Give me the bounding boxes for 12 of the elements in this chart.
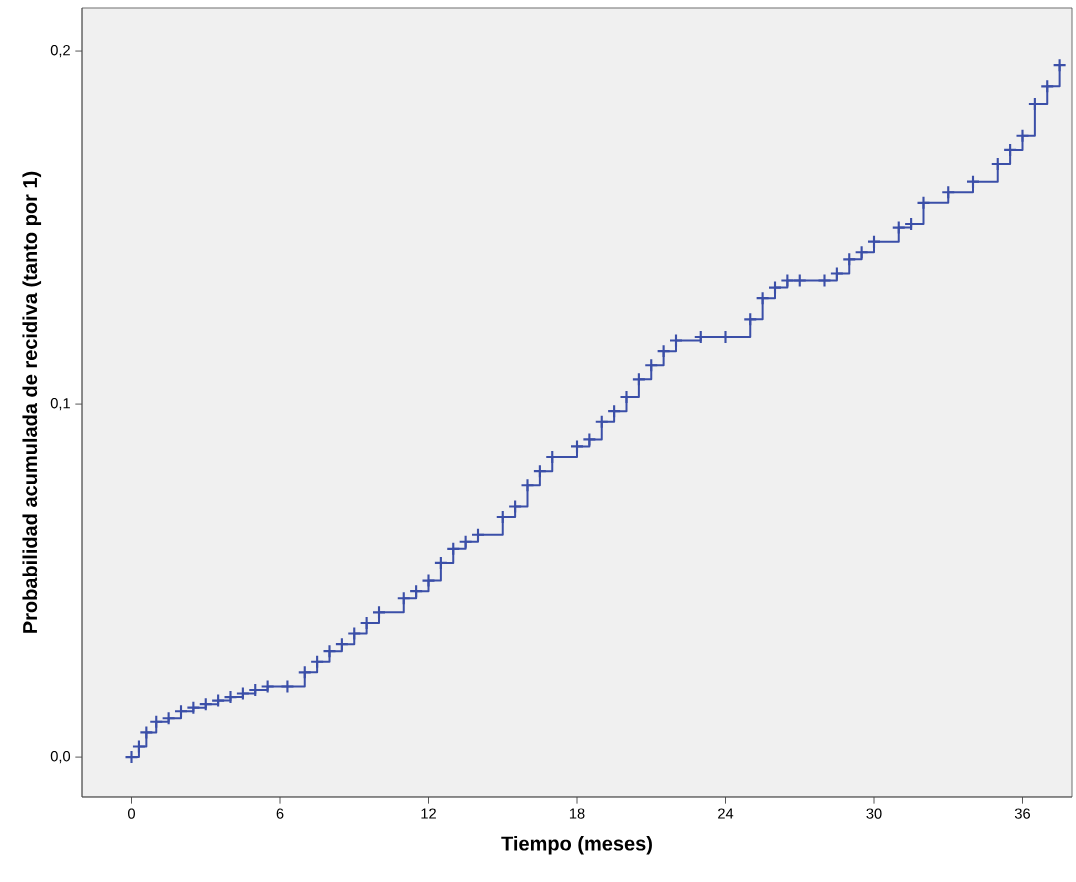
x-tick-label: 24 <box>718 808 734 819</box>
x-tick-label: 0 <box>127 808 135 819</box>
x-tick-label: 30 <box>866 808 882 819</box>
x-axis-title: Tiempo (meses) <box>501 835 652 855</box>
x-tick-label: 6 <box>276 808 284 819</box>
x-tick-label: 12 <box>421 808 436 819</box>
x-tick-label: 18 <box>569 808 585 819</box>
y-tick-label: 0,0 <box>50 751 71 764</box>
x-tick-label: 36 <box>1014 808 1030 819</box>
y-tick-label: 0,2 <box>50 45 70 58</box>
y-tick-label: 0,1 <box>50 398 70 411</box>
y-axis-title: Probabilidad acumulada de recidiva (tanto por 1) <box>22 171 42 633</box>
